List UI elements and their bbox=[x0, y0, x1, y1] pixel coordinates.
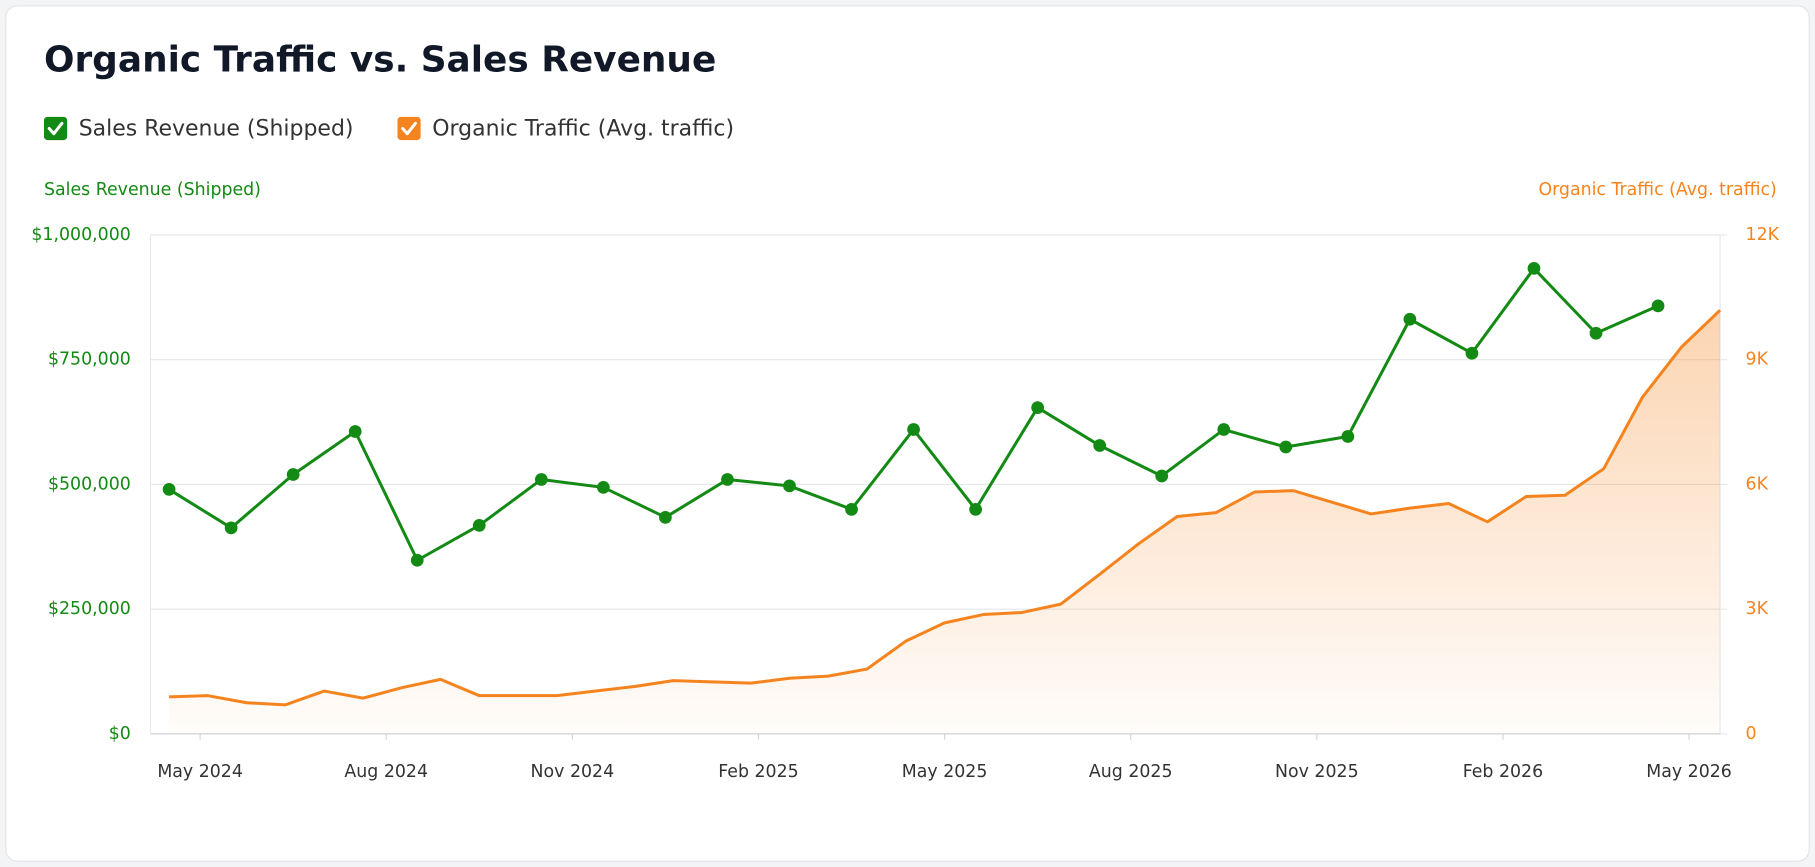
y-tick-label: $500,000 bbox=[48, 474, 131, 494]
point bbox=[845, 503, 858, 516]
legend-checkbox[interactable] bbox=[397, 116, 421, 141]
point bbox=[1155, 469, 1169, 483]
y2-tick-label: 3K bbox=[1746, 599, 1769, 619]
point bbox=[969, 503, 982, 516]
legend-check bbox=[401, 121, 417, 136]
x-tick-label: May 2025 bbox=[902, 762, 988, 782]
point bbox=[783, 479, 796, 493]
point bbox=[534, 473, 548, 486]
y2-tick-label: 9K bbox=[1746, 350, 1769, 370]
point bbox=[597, 481, 610, 494]
point bbox=[1031, 401, 1045, 414]
legend-item[interactable]: Sales Revenue (Shipped) bbox=[43, 116, 354, 142]
x-tick-label: Nov 2025 bbox=[1275, 762, 1359, 782]
line bbox=[169, 309, 1722, 707]
point bbox=[1589, 326, 1603, 340]
y2-tick-label: 0 bbox=[1746, 724, 1757, 744]
legend-checkbox[interactable] bbox=[43, 116, 68, 141]
y-tick-label: $250,000 bbox=[48, 599, 131, 619]
x-tick-label: Feb 2025 bbox=[718, 762, 798, 782]
point bbox=[1403, 312, 1417, 326]
point bbox=[286, 468, 300, 481]
chart-title: Organic Traffic vs. Sales Revenue bbox=[44, 39, 716, 80]
x-tick-label: Aug 2024 bbox=[344, 762, 428, 782]
legend-item[interactable]: Organic Traffic (Avg. traffic) bbox=[397, 117, 734, 142]
point bbox=[1217, 423, 1231, 436]
point bbox=[1465, 346, 1479, 360]
y-tick-label: $0 bbox=[109, 724, 131, 744]
point bbox=[348, 425, 362, 438]
y-tick-label: $750,000 bbox=[48, 350, 131, 370]
point bbox=[1341, 430, 1355, 443]
y-axis-title: Sales Revenue (Shipped) bbox=[44, 180, 261, 200]
legend-label: Organic Traffic (Avg. traffic) bbox=[432, 117, 734, 142]
point bbox=[721, 473, 734, 486]
point bbox=[1093, 439, 1107, 452]
x-tick-label: May 2024 bbox=[157, 762, 243, 782]
legend-label: Sales Revenue (Shipped) bbox=[79, 117, 354, 142]
area bbox=[169, 310, 1721, 734]
point bbox=[907, 423, 920, 436]
x-tick-label: May 2026 bbox=[1646, 762, 1732, 782]
point bbox=[1527, 262, 1541, 275]
point bbox=[1279, 440, 1293, 454]
y2-axis-title: Organic Traffic (Avg. traffic) bbox=[1538, 180, 1776, 200]
y-tick-label: $1,000,000 bbox=[31, 225, 130, 245]
x-tick-label: Aug 2025 bbox=[1089, 762, 1173, 782]
legend-check bbox=[47, 121, 64, 136]
x-tick-label: Feb 2026 bbox=[1463, 762, 1543, 782]
point bbox=[1651, 299, 1665, 313]
x-tick-label: Nov 2024 bbox=[531, 762, 615, 782]
point bbox=[224, 521, 238, 535]
point bbox=[472, 518, 486, 532]
point bbox=[410, 553, 424, 567]
y2-tick-label: 12K bbox=[1746, 225, 1780, 245]
point bbox=[162, 483, 176, 496]
point bbox=[659, 510, 672, 524]
y2-tick-label: 6K bbox=[1746, 474, 1769, 494]
